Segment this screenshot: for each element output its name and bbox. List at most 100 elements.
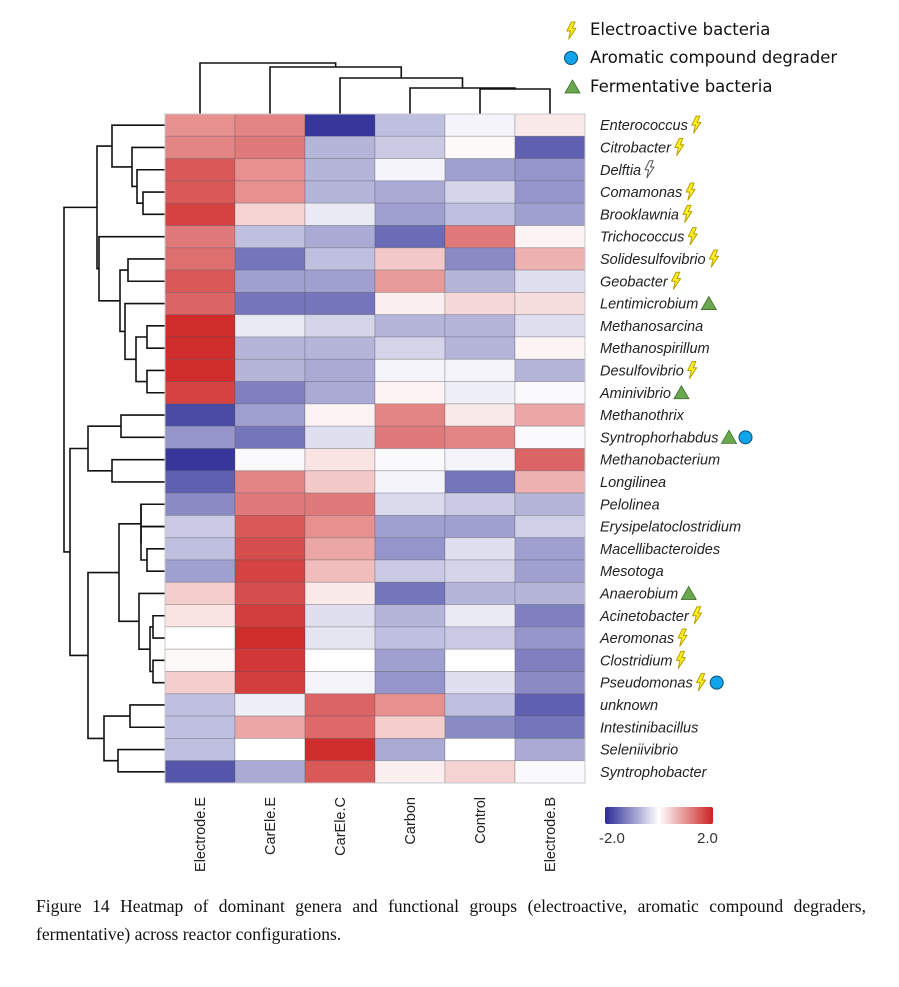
heatmap-cell bbox=[234, 448, 306, 472]
heatmap-cell bbox=[374, 626, 446, 650]
heatmap-cell bbox=[374, 180, 446, 204]
heatmap-cell bbox=[234, 693, 306, 717]
dendrogram-branch bbox=[124, 302, 165, 361]
triangle-icon bbox=[700, 295, 718, 310]
heatmap-cell bbox=[234, 135, 306, 160]
heatmap-cell bbox=[374, 269, 446, 293]
color-scale-bar bbox=[605, 807, 713, 824]
heatmap-cell bbox=[374, 225, 446, 249]
heatmap-cell bbox=[514, 715, 586, 739]
heatmap-cell bbox=[444, 738, 516, 762]
heatmap-cell bbox=[374, 715, 446, 739]
heatmap-cell bbox=[304, 336, 376, 360]
row-label: Anaerobium bbox=[599, 586, 678, 602]
row-label: Aeromonas bbox=[599, 631, 674, 647]
heatmap-cell bbox=[164, 760, 236, 784]
triangle-icon bbox=[564, 79, 581, 94]
dendrogram-branch bbox=[135, 336, 147, 383]
dendrogram-branch bbox=[199, 62, 337, 114]
color-scale-max-label: 2.0 bbox=[697, 830, 718, 847]
lightning-bolt-icon bbox=[687, 360, 698, 380]
heatmap-cell bbox=[514, 336, 586, 360]
heatmap-cell bbox=[164, 715, 236, 739]
heatmap-cell bbox=[234, 202, 306, 226]
heatmap-cell bbox=[304, 738, 376, 762]
lightning-bolt-icon bbox=[687, 227, 698, 246]
heatmap-cell bbox=[514, 559, 586, 583]
heatmap-cell bbox=[234, 113, 306, 137]
lightning-bolt-icon bbox=[644, 160, 655, 179]
row-label: Trichococcus bbox=[600, 230, 684, 246]
lightning-bolt-icon bbox=[674, 137, 685, 157]
column-label: CarEle.C bbox=[333, 797, 349, 856]
heatmap-cell bbox=[234, 180, 306, 204]
column-labels: Electrode.E CarEle.E CarEle.C Carbon Control… bbox=[193, 797, 559, 872]
heatmap-cell bbox=[444, 225, 516, 249]
heatmap-cell bbox=[444, 515, 516, 539]
row-label: Delftia bbox=[600, 163, 641, 179]
heatmap-cell bbox=[374, 202, 446, 226]
heatmap-cell bbox=[514, 581, 586, 605]
heatmap-cell bbox=[234, 671, 306, 695]
heatmap-cell bbox=[514, 225, 586, 249]
column-label: CarEle.E bbox=[263, 797, 279, 855]
dendrogram-branch bbox=[118, 522, 141, 623]
triangle-icon bbox=[673, 384, 690, 400]
triangle-icon bbox=[680, 585, 697, 600]
heatmap-cell bbox=[234, 581, 306, 605]
lightning-bolt-icon bbox=[691, 115, 702, 134]
heatmap-cell bbox=[304, 291, 376, 316]
color-scale-min-label: -2.0 bbox=[599, 830, 625, 847]
lightning-bolt-icon bbox=[671, 271, 682, 290]
heatmap-cell bbox=[234, 492, 306, 516]
column-dendrogram bbox=[199, 62, 551, 114]
heatmap-cell bbox=[234, 425, 306, 449]
heatmap-cell bbox=[374, 738, 446, 762]
heatmap-cell bbox=[444, 180, 516, 204]
dendrogram-branch bbox=[146, 369, 165, 394]
heatmap-cell bbox=[234, 559, 306, 583]
dendrogram-branch bbox=[152, 614, 165, 639]
heatmap-cell bbox=[514, 492, 586, 516]
row-dendrogram bbox=[63, 124, 165, 773]
column-label: Control bbox=[473, 797, 489, 844]
heatmap-cell bbox=[304, 693, 376, 717]
heatmap-cell bbox=[164, 693, 236, 717]
row-label: Aminivibrio bbox=[599, 386, 671, 402]
heatmap-cell bbox=[514, 470, 586, 494]
row-labels: Enterococcus Citrobacter Delftia Comamonas B… bbox=[599, 115, 753, 781]
lightning-bolt-icon bbox=[692, 606, 703, 625]
heatmap-cell bbox=[444, 470, 516, 494]
heatmap-cell bbox=[514, 604, 586, 628]
row-label: Pelolinea bbox=[600, 497, 660, 513]
heatmap-cell bbox=[234, 626, 306, 650]
heatmap-cell bbox=[374, 135, 446, 160]
heatmap-cell bbox=[234, 225, 306, 249]
heatmap-cell bbox=[444, 715, 516, 739]
heatmap-cell bbox=[304, 648, 376, 672]
dendrogram-branch bbox=[127, 258, 165, 283]
heatmap-cell bbox=[444, 648, 516, 672]
heatmap-cell bbox=[164, 425, 236, 449]
row-label: Solidesulfovibrio bbox=[600, 252, 706, 268]
dendrogram-branch bbox=[129, 704, 165, 729]
color-scale: -2.0 2.0 bbox=[599, 807, 718, 847]
legend-label: Fermentative bacteria bbox=[590, 77, 772, 96]
heatmap-cell bbox=[514, 247, 586, 271]
heatmap-cell bbox=[514, 358, 586, 382]
heatmap-cell bbox=[304, 425, 376, 449]
heatmap-cell bbox=[304, 180, 376, 204]
heatmap-cell bbox=[234, 738, 306, 762]
row-label: Brooklawnia bbox=[600, 207, 679, 223]
heatmap-cell bbox=[374, 291, 446, 316]
heatmap-cell bbox=[164, 291, 236, 316]
heatmap-cell bbox=[164, 604, 236, 628]
heatmap-cell bbox=[514, 425, 586, 449]
row-label: Methanothrix bbox=[600, 408, 685, 424]
heatmap-cell bbox=[374, 448, 446, 472]
heatmap-cell bbox=[444, 202, 516, 226]
dendrogram-branch bbox=[120, 414, 165, 439]
heatmap-cell bbox=[164, 269, 236, 293]
heatmap-cell bbox=[164, 492, 236, 516]
dendrogram-branch bbox=[146, 548, 165, 572]
